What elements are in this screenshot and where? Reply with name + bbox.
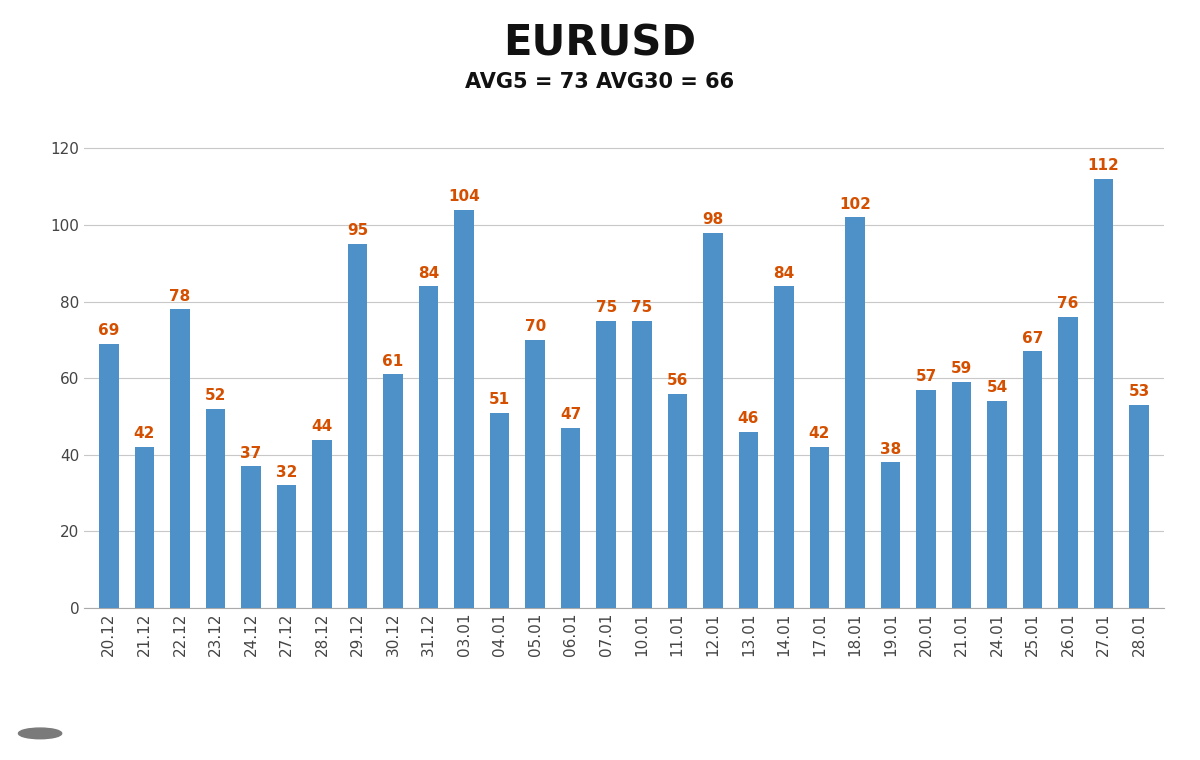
Bar [1094,179,1114,608]
Bar [988,401,1007,608]
Circle shape [18,728,61,739]
Bar [383,375,403,608]
Circle shape [0,722,88,745]
Bar [241,467,260,608]
Text: 32: 32 [276,464,298,480]
Text: 84: 84 [773,265,794,280]
Text: 67: 67 [1022,331,1043,346]
Bar [205,409,226,608]
Bar [170,309,190,608]
Bar [1022,351,1043,608]
Text: 59: 59 [950,361,972,376]
Bar [134,447,154,608]
Bar [312,439,331,608]
Bar [596,321,616,608]
Text: 56: 56 [667,373,688,388]
Text: 95: 95 [347,223,368,239]
Text: 42: 42 [133,426,155,442]
Bar [667,394,688,608]
Text: 104: 104 [449,189,480,204]
Bar [560,428,581,608]
Text: 75: 75 [631,300,653,315]
Bar [1058,317,1078,608]
Text: 98: 98 [702,212,724,227]
Bar [703,233,722,608]
FancyArrowPatch shape [76,724,88,726]
Bar [774,287,793,608]
Bar [419,287,438,608]
Bar [490,413,510,608]
Text: 53: 53 [1128,385,1150,399]
Bar [1129,405,1148,608]
FancyArrowPatch shape [76,741,88,743]
Text: 84: 84 [418,265,439,280]
Text: 37: 37 [240,445,262,461]
Text: 61: 61 [383,353,403,369]
FancyArrowPatch shape [11,744,16,746]
Text: 102: 102 [839,197,871,212]
Bar [881,463,900,608]
Bar [738,432,758,608]
Bar [632,321,652,608]
Bar [455,210,474,608]
Text: instaforex: instaforex [92,720,163,733]
Text: 51: 51 [490,392,510,407]
Text: 78: 78 [169,289,191,303]
Bar [845,217,865,608]
FancyArrowPatch shape [11,720,16,723]
Text: 42: 42 [809,426,830,442]
Text: 76: 76 [1057,296,1079,312]
Text: 69: 69 [98,323,120,338]
Text: 112: 112 [1087,158,1120,173]
Text: 38: 38 [880,442,901,457]
Text: 46: 46 [738,411,760,426]
Bar [952,382,971,608]
Bar [277,486,296,608]
Bar [526,340,545,608]
Text: Instant Forex Trading: Instant Forex Trading [92,743,187,751]
Text: 52: 52 [205,388,226,403]
Text: EURUSD: EURUSD [504,23,696,65]
Text: 70: 70 [524,319,546,334]
Text: 47: 47 [560,407,581,423]
Text: AVG5 = 73 AVG30 = 66: AVG5 = 73 AVG30 = 66 [466,72,734,92]
Bar [348,244,367,608]
Bar [100,344,119,608]
Text: 57: 57 [916,369,936,384]
Text: 75: 75 [595,300,617,315]
Bar [917,390,936,608]
Bar [810,447,829,608]
Text: 54: 54 [986,381,1008,395]
Text: 44: 44 [312,419,332,434]
